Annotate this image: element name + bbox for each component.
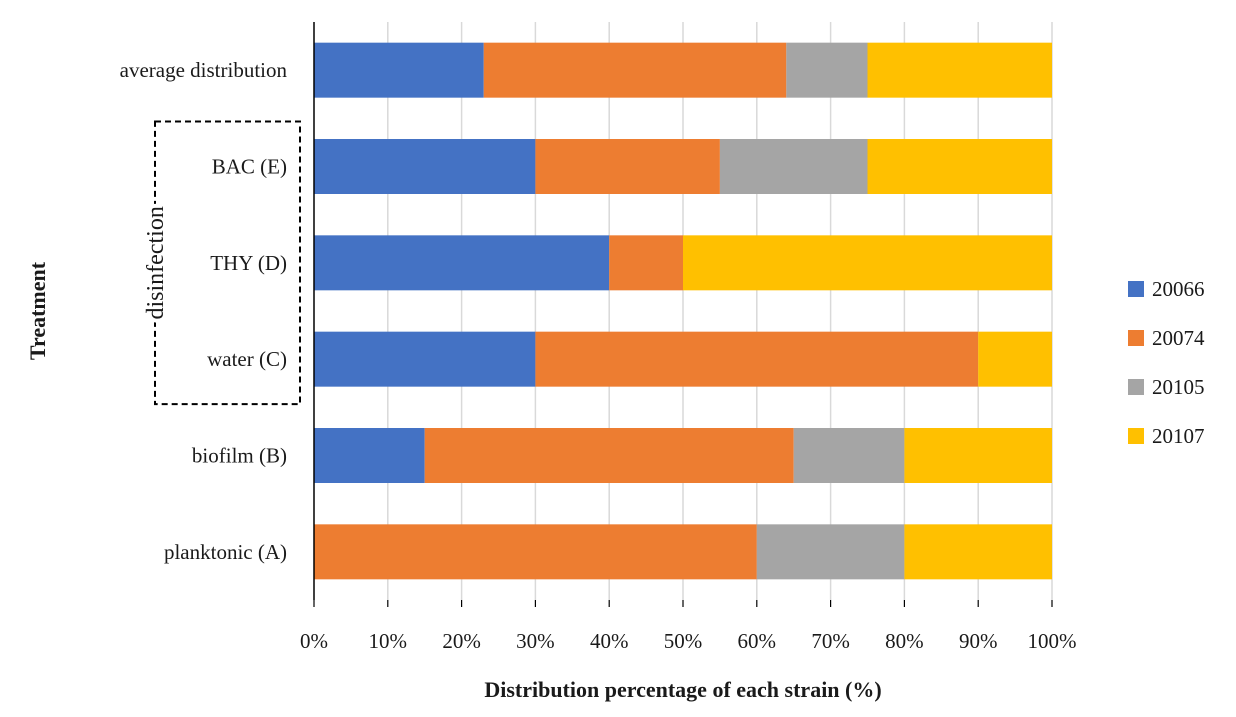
x-tick-labels: 0% 10% 20% 30% 40% 50% 60% 70% 80% 90% 100% [300, 629, 1077, 653]
category-label: BAC (E) [212, 155, 287, 179]
category-label: biofilm (B) [192, 444, 287, 468]
bar-20105-4 [793, 428, 905, 483]
gridlines [387, 22, 1053, 600]
x-tick-label: 70% [811, 629, 850, 653]
category-label: THY (D) [210, 251, 287, 275]
bar-20105-0 [786, 42, 868, 98]
x-tick-label: 90% [959, 629, 998, 653]
legend-swatch-20074 [1128, 330, 1144, 346]
bar-20107-3 [978, 331, 1052, 387]
bar-20066-4 [314, 428, 425, 483]
legend-label-20066: 20066 [1152, 277, 1205, 301]
bar-20105-5 [756, 524, 905, 580]
legend-swatch-20105 [1128, 379, 1144, 395]
x-axis-title: Distribution percentage of each strain (… [484, 677, 881, 702]
category-label: water (C) [207, 347, 287, 371]
bar-20107-5 [904, 524, 1052, 580]
bar-20074-5 [314, 524, 757, 580]
bars [314, 42, 1052, 580]
category-label: average distribution [120, 58, 288, 82]
bar-20066-0 [314, 42, 484, 98]
x-tick-label: 30% [516, 629, 555, 653]
x-tick-label: 10% [369, 629, 408, 653]
legend: 20066 20074 20105 20107 [1128, 277, 1205, 448]
bar-20074-0 [483, 42, 787, 98]
legend-swatch-20107 [1128, 428, 1144, 444]
x-tick-label: 100% [1028, 629, 1077, 653]
x-tick-label: 60% [738, 629, 777, 653]
bar-20107-4 [904, 428, 1052, 483]
y-axis-title: Treatment [25, 261, 50, 360]
x-tick-label: 40% [590, 629, 629, 653]
category-labels: average distribution BAC (E) THY (D) water … [120, 58, 288, 564]
x-tick-label: 0% [300, 629, 328, 653]
x-axis-ticks [313, 600, 1053, 607]
legend-label-20074: 20074 [1152, 326, 1205, 350]
x-tick-label: 80% [885, 629, 924, 653]
legend-swatch-20066 [1128, 281, 1144, 297]
axes [313, 22, 1053, 607]
bar-20066-3 [314, 331, 536, 387]
bar-20066-1 [314, 139, 536, 194]
bar-20074-1 [535, 139, 720, 194]
legend-label-20105: 20105 [1152, 375, 1205, 399]
bar-20107-0 [867, 42, 1052, 98]
disinfection-label: disinfection [143, 206, 169, 319]
bar-20105-1 [719, 139, 868, 194]
bar-20074-2 [609, 235, 683, 291]
legend-label-20107: 20107 [1152, 424, 1205, 448]
disinfection-bracket [154, 120, 301, 406]
category-label: planktonic (A) [164, 540, 287, 564]
bar-20107-1 [867, 139, 1052, 194]
bar-20074-3 [535, 331, 979, 387]
bar-20074-4 [424, 428, 794, 483]
bar-20066-2 [314, 235, 610, 291]
x-tick-label: 20% [442, 629, 481, 653]
bar-20107-2 [683, 235, 1052, 291]
x-tick-label: 50% [664, 629, 703, 653]
